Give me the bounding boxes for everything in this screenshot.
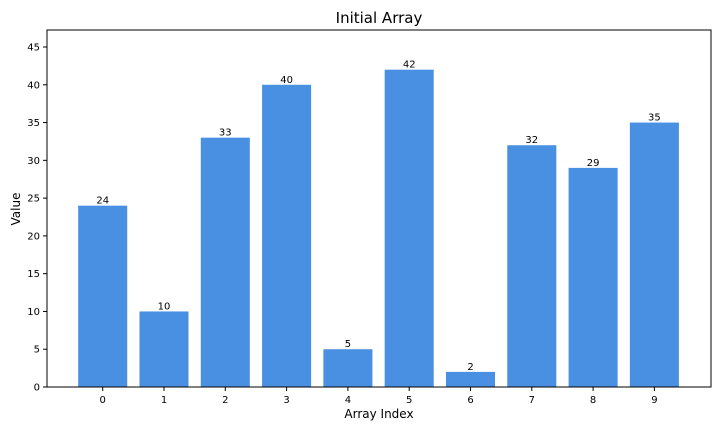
bar [200, 137, 250, 387]
bar [445, 371, 496, 387]
x-tick-label: 3 [283, 395, 289, 406]
bar-value-label: 2 [467, 362, 473, 373]
bar-series [78, 69, 679, 388]
y-tick-label: 30 [27, 156, 40, 167]
y-tick-label: 20 [27, 231, 40, 242]
y-tick-label: 10 [27, 307, 40, 318]
bar-value-label: 5 [345, 339, 351, 350]
x-tick-label: 7 [529, 395, 535, 406]
y-tick-label: 35 [27, 118, 40, 129]
bar [262, 84, 312, 388]
x-tick-label: 9 [651, 395, 657, 406]
y-tick-label: 25 [27, 194, 40, 205]
bar-value-label: 42 [403, 60, 416, 71]
bar [568, 167, 618, 387]
bar-value-label: 40 [280, 75, 293, 86]
x-tick-label: 4 [345, 395, 351, 406]
x-tick-label: 1 [161, 395, 167, 406]
x-tick-label: 5 [406, 395, 412, 406]
bar-value-label: 10 [158, 301, 171, 312]
x-axis: 0 1 2 3 4 5 6 7 8 9 [100, 387, 658, 406]
bar [507, 145, 557, 387]
x-tick-label: 2 [222, 395, 228, 406]
bar-value-label: 29 [587, 158, 600, 169]
x-axis-title: Array Index [344, 407, 413, 421]
bar-value-label: 33 [219, 128, 232, 139]
bar-value-label: 24 [96, 196, 109, 207]
plot-area [46, 29, 712, 388]
x-tick-label: 0 [100, 395, 106, 406]
bar [139, 311, 189, 387]
x-tick-label: 8 [590, 395, 596, 406]
y-tick-label: 45 [27, 43, 40, 54]
plot-frame [46, 29, 712, 388]
y-tick-label: 0 [34, 383, 40, 394]
y-axis-title: Value [9, 193, 23, 226]
y-tick-label: 40 [27, 80, 40, 91]
y-tick-label: 5 [34, 345, 40, 356]
bar [384, 69, 434, 388]
x-tick-label: 6 [467, 395, 473, 406]
bar-value-label: 32 [525, 135, 538, 146]
bar-data-labels: 24 10 33 40 5 42 2 32 29 35 [96, 60, 660, 373]
bar [323, 349, 373, 387]
y-tick-label: 15 [27, 269, 40, 280]
y-axis: 0 5 10 15 20 25 30 35 40 45 [27, 43, 47, 394]
bar [78, 205, 128, 387]
chart-title: Initial Array [336, 9, 423, 27]
bar [629, 122, 679, 388]
bar-value-label: 35 [648, 113, 661, 124]
